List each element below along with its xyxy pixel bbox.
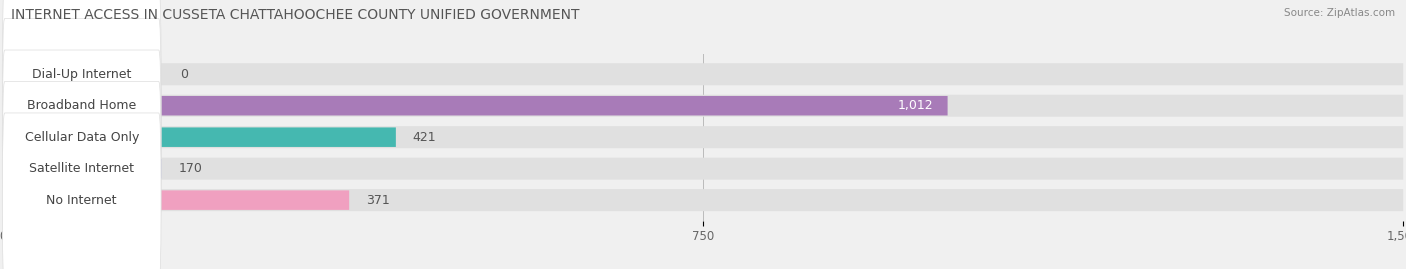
FancyBboxPatch shape bbox=[3, 159, 162, 178]
FancyBboxPatch shape bbox=[3, 19, 162, 193]
Text: 1,012: 1,012 bbox=[898, 99, 934, 112]
Text: 421: 421 bbox=[412, 131, 436, 144]
Text: Source: ZipAtlas.com: Source: ZipAtlas.com bbox=[1284, 8, 1395, 18]
Text: 371: 371 bbox=[366, 194, 389, 207]
Text: 0: 0 bbox=[180, 68, 188, 81]
Text: Broadband Home: Broadband Home bbox=[27, 99, 136, 112]
FancyBboxPatch shape bbox=[3, 82, 162, 256]
FancyBboxPatch shape bbox=[3, 158, 1403, 180]
Text: Dial-Up Internet: Dial-Up Internet bbox=[32, 68, 131, 81]
FancyBboxPatch shape bbox=[3, 128, 396, 147]
Text: Satellite Internet: Satellite Internet bbox=[30, 162, 134, 175]
FancyBboxPatch shape bbox=[3, 0, 162, 161]
FancyBboxPatch shape bbox=[3, 126, 1403, 148]
Text: 170: 170 bbox=[179, 162, 202, 175]
FancyBboxPatch shape bbox=[3, 95, 1403, 117]
Text: Cellular Data Only: Cellular Data Only bbox=[24, 131, 139, 144]
Text: INTERNET ACCESS IN CUSSETA CHATTAHOOCHEE COUNTY UNIFIED GOVERNMENT: INTERNET ACCESS IN CUSSETA CHATTAHOOCHEE… bbox=[11, 8, 579, 22]
FancyBboxPatch shape bbox=[3, 50, 162, 224]
FancyBboxPatch shape bbox=[3, 63, 1403, 85]
FancyBboxPatch shape bbox=[3, 113, 162, 269]
FancyBboxPatch shape bbox=[3, 65, 31, 84]
FancyBboxPatch shape bbox=[3, 96, 948, 115]
Text: No Internet: No Internet bbox=[46, 194, 117, 207]
FancyBboxPatch shape bbox=[3, 190, 349, 210]
FancyBboxPatch shape bbox=[3, 189, 1403, 211]
